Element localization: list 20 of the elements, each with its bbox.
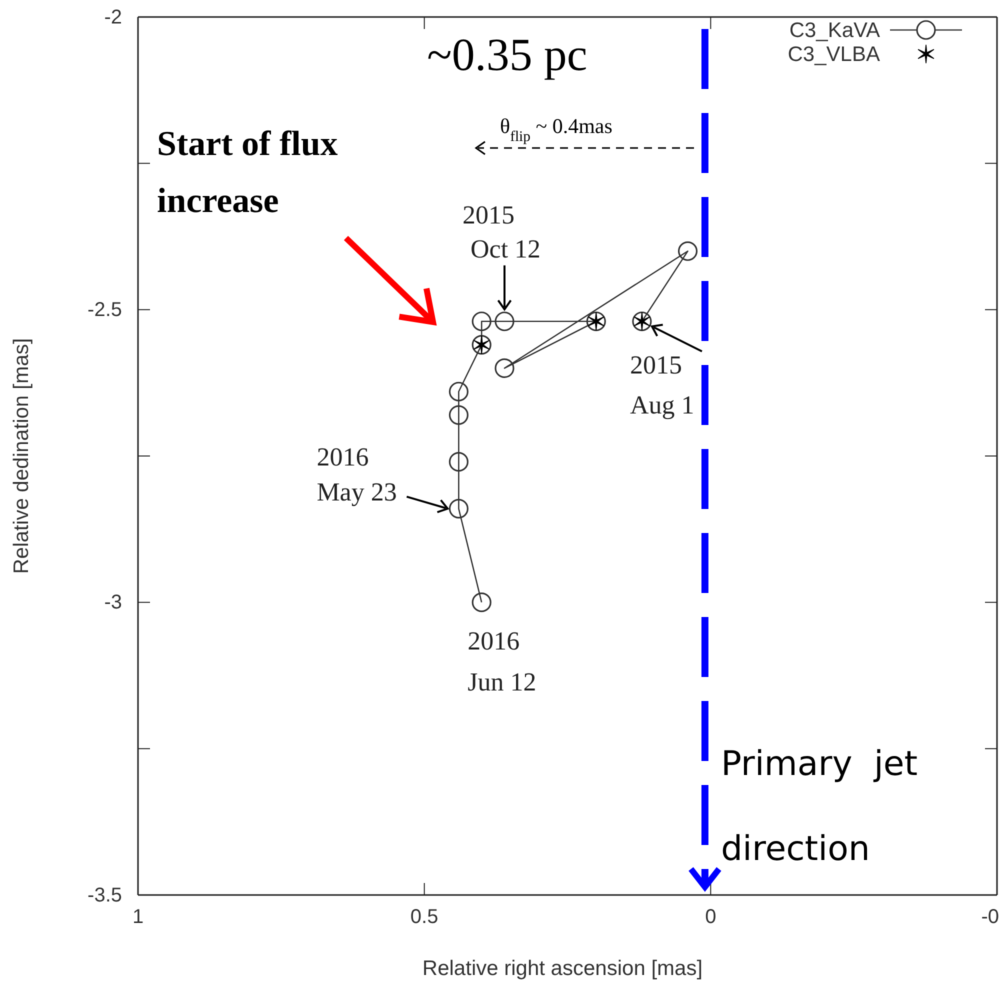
x-axis-title: Relative right ascension [mas] — [422, 957, 703, 980]
annotation: Start of flux increase — [157, 124, 338, 220]
annotation: θ$_{flip}$ ~ 0.4mas — [500, 114, 612, 145]
x-tick-label: 1 — [132, 906, 144, 928]
x-tick-label: 0 — [705, 906, 716, 928]
y-tick-label: -3 — [104, 592, 122, 614]
legend-label: C3_VLBA — [788, 43, 880, 66]
y-axis-title: Relative dedination [mas] — [10, 338, 33, 574]
annotation: 2015 Aug 1 — [630, 350, 694, 420]
annotation: 2015 Oct 12 — [462, 200, 541, 264]
x-tick-label: 0.5 — [410, 906, 438, 928]
legend-label: C3_KaVA — [789, 19, 880, 42]
annotation: 2016 Jun 12 — [468, 626, 536, 696]
y-tick-label: -3.5 — [88, 884, 122, 906]
annotation: 2016 May 23 — [316, 442, 397, 507]
text: Primary jet direction — [720, 744, 918, 869]
x-tick-label: -0 — [981, 906, 999, 928]
y-tick-label: -2.5 — [88, 299, 122, 322]
annotation: ~0.35 pc — [427, 29, 588, 80]
y-tick-label: -2 — [104, 6, 122, 28]
